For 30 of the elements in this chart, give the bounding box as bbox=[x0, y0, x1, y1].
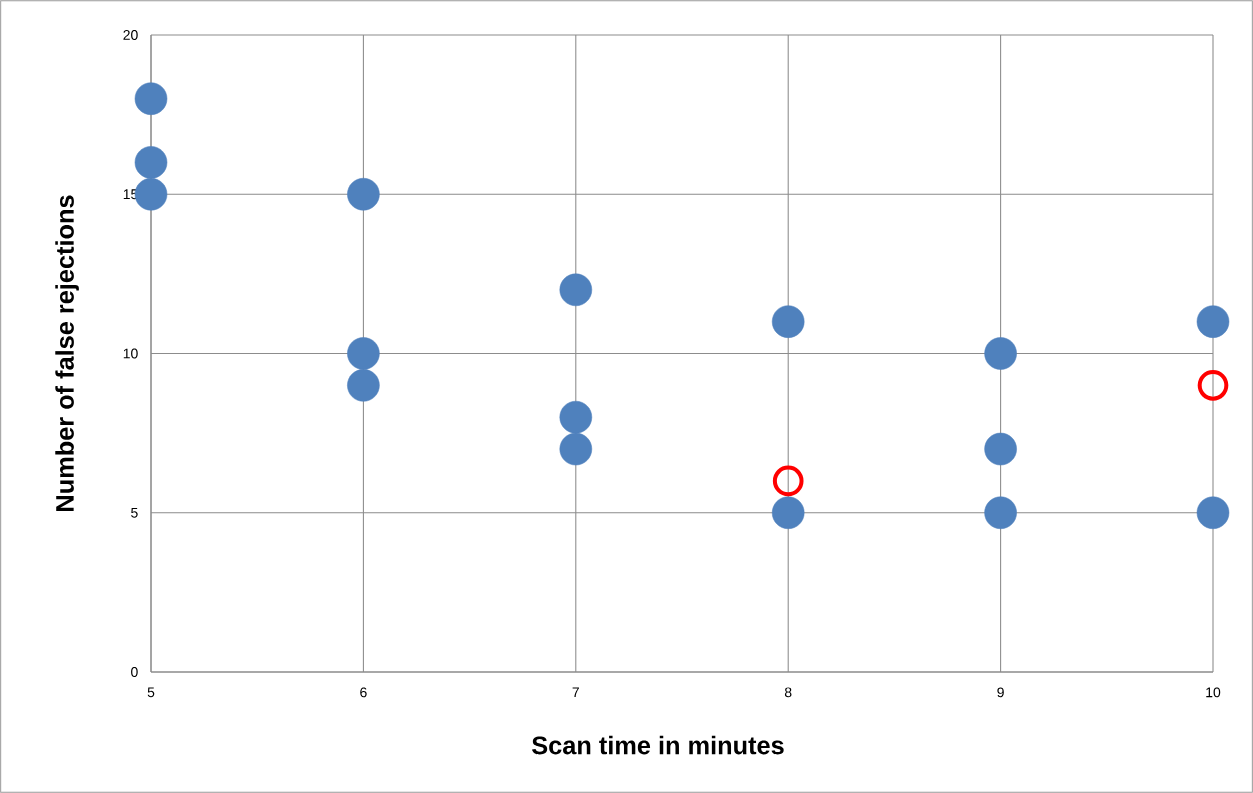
point bbox=[347, 369, 380, 402]
point bbox=[347, 177, 380, 211]
point bbox=[1196, 305, 1230, 338]
point bbox=[1197, 370, 1229, 401]
point bbox=[134, 82, 168, 115]
x-tick-label: 8 bbox=[784, 687, 792, 698]
x-tick-label: 10 bbox=[1206, 687, 1221, 698]
y-tick-label: 0 bbox=[131, 667, 138, 677]
point bbox=[984, 337, 1017, 370]
x-tick-label: 7 bbox=[572, 687, 579, 698]
y-tick-label: 10 bbox=[123, 348, 138, 359]
point bbox=[347, 337, 380, 370]
y-tick-label: 20 bbox=[123, 30, 138, 40]
point bbox=[559, 400, 593, 434]
point bbox=[134, 146, 168, 179]
point bbox=[771, 496, 805, 530]
x-tick-label: 5 bbox=[147, 687, 155, 698]
point bbox=[1196, 496, 1230, 530]
point bbox=[771, 305, 805, 338]
point bbox=[984, 496, 1017, 530]
point bbox=[134, 177, 168, 211]
point bbox=[559, 273, 593, 307]
x-tick-label: 9 bbox=[997, 687, 1004, 698]
x-tick-label: 6 bbox=[360, 687, 367, 698]
point bbox=[772, 465, 804, 497]
y-tick-label: 5 bbox=[131, 507, 138, 518]
point bbox=[984, 432, 1017, 466]
y-axis-title: Number of false rejections bbox=[55, 195, 79, 511]
x-axis-title: Scan time in minutes bbox=[532, 735, 784, 755]
point bbox=[559, 432, 593, 466]
